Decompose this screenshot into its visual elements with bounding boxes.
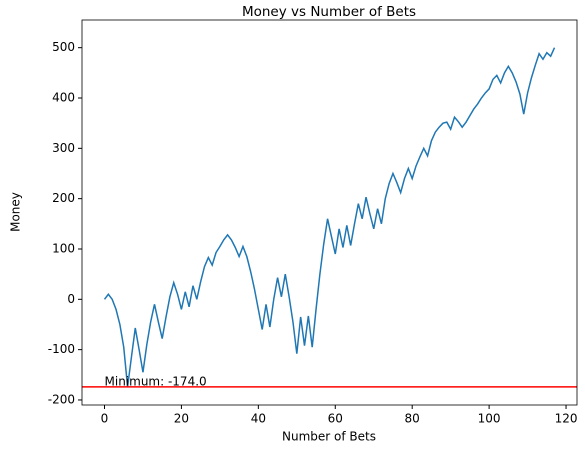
- chart-title: Money vs Number of Bets: [242, 4, 416, 20]
- y-tick-label: 500: [52, 40, 75, 54]
- x-axis-label: Number of Bets: [282, 430, 376, 444]
- annotation: Minimum: -174.0: [105, 374, 207, 388]
- y-tick-label: 200: [52, 191, 75, 205]
- x-tick-label: 0: [101, 412, 109, 426]
- x-tick-label: 100: [478, 412, 501, 426]
- y-axis-label: Money: [9, 192, 23, 232]
- x-tick-label: 40: [251, 412, 266, 426]
- line-series: [103, 47, 556, 387]
- x-tick-label: 120: [555, 412, 578, 426]
- y-tick-label: -100: [48, 342, 75, 356]
- y-tick-label: 400: [52, 91, 75, 105]
- x-tick-label: 80: [405, 412, 420, 426]
- plot-frame: [81, 19, 578, 406]
- x-tick-label: 60: [328, 412, 343, 426]
- y-tick-label: -200: [48, 392, 75, 406]
- y-tick-label: 100: [52, 241, 75, 255]
- x-tick-label: 20: [174, 412, 189, 426]
- y-tick-label: 300: [52, 141, 75, 155]
- y-tick-label: 0: [67, 292, 75, 306]
